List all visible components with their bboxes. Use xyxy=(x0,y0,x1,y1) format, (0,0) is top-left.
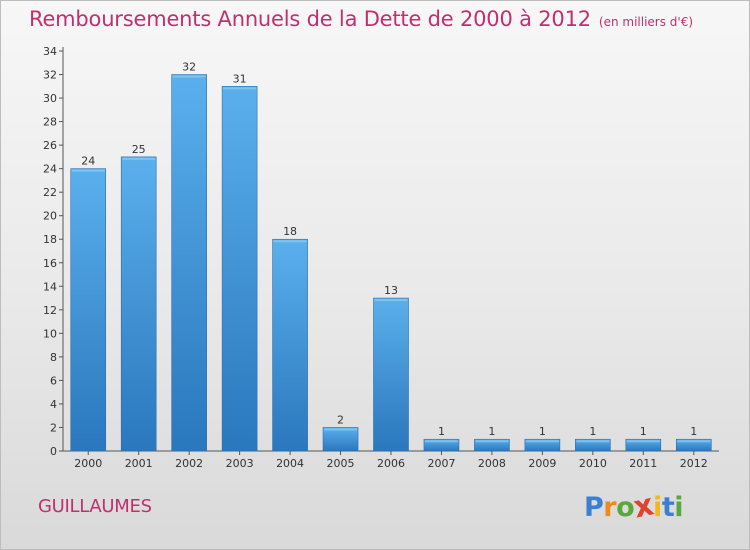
y-tick-label: 28 xyxy=(43,116,57,129)
data-label: 1 xyxy=(438,425,445,438)
logo-letter: o xyxy=(616,492,635,523)
bar-highlight xyxy=(172,75,206,78)
bar xyxy=(272,238,308,452)
y-tick-label: 24 xyxy=(43,163,57,176)
data-label: 31 xyxy=(233,72,247,85)
y-tick-label: 16 xyxy=(43,257,57,270)
data-label: 1 xyxy=(640,425,647,438)
y-tick-label: 20 xyxy=(43,210,57,223)
bar-highlight xyxy=(374,299,408,302)
bar-highlight xyxy=(122,157,156,160)
data-label: 18 xyxy=(283,225,297,238)
x-tick-label: 2000 xyxy=(74,457,102,470)
y-tick-label: 22 xyxy=(43,186,57,199)
bar-highlight xyxy=(626,440,660,443)
bar xyxy=(70,168,107,452)
logo-letter: i xyxy=(653,492,662,523)
bar xyxy=(221,85,258,452)
y-tick-label: 30 xyxy=(43,92,57,105)
chart-header: Remboursements Annuels de la Dette de 20… xyxy=(29,7,693,31)
y-tick-label: 32 xyxy=(43,69,57,82)
data-label: 13 xyxy=(384,284,398,297)
data-label: 1 xyxy=(539,425,546,438)
bar-highlight xyxy=(223,87,257,90)
logo-letter: r xyxy=(603,492,617,523)
data-label: 2 xyxy=(337,413,344,426)
logo-letter: P xyxy=(584,492,604,523)
data-label: 1 xyxy=(488,425,495,438)
logo-letter: t xyxy=(661,492,675,523)
y-tick-label: 8 xyxy=(50,351,57,364)
data-label: 1 xyxy=(589,425,596,438)
x-tick-label: 2004 xyxy=(276,457,304,470)
y-tick-label: 34 xyxy=(43,45,57,58)
proxiti-logo: Proxiti xyxy=(584,487,683,525)
bar-highlight xyxy=(273,240,307,243)
y-tick-label: 26 xyxy=(43,139,57,152)
y-tick-label: 4 xyxy=(50,398,57,411)
x-tick-label: 2002 xyxy=(175,457,203,470)
x-tick-label: 2008 xyxy=(478,457,506,470)
bar-highlight xyxy=(576,440,610,443)
chart-title: Remboursements Annuels de la Dette de 20… xyxy=(29,7,591,31)
bar xyxy=(171,74,207,452)
bar-highlight xyxy=(475,440,509,443)
logo-letter: i xyxy=(674,492,683,523)
x-tick-label: 2006 xyxy=(377,457,405,470)
x-tick-label: 2001 xyxy=(125,457,153,470)
y-tick-label: 12 xyxy=(43,304,57,317)
y-tick-label: 2 xyxy=(50,421,57,434)
x-tick-label: 2010 xyxy=(579,457,607,470)
bar xyxy=(373,297,409,452)
data-label: 1 xyxy=(690,425,697,438)
bar-highlight xyxy=(324,428,358,431)
y-tick-label: 10 xyxy=(43,327,57,340)
y-tick-label: 18 xyxy=(43,233,57,246)
x-tick-label: 2003 xyxy=(226,457,254,470)
y-tick-label: 6 xyxy=(50,374,57,387)
bar xyxy=(120,156,157,452)
y-tick-label: 0 xyxy=(50,445,57,458)
x-tick-label: 2011 xyxy=(629,457,657,470)
bar-highlight xyxy=(525,440,559,443)
data-label: 32 xyxy=(182,61,196,74)
x-tick-label: 2007 xyxy=(427,457,455,470)
data-label: 25 xyxy=(132,143,146,156)
x-tick-label: 2005 xyxy=(327,457,355,470)
y-tick-label: 14 xyxy=(43,280,57,293)
x-tick-label: 2009 xyxy=(528,457,556,470)
bar-highlight xyxy=(424,440,458,443)
chart-subtitle: (en milliers d'€) xyxy=(598,15,694,29)
commune-name: GUILLAUMES xyxy=(38,496,152,517)
bar-highlight xyxy=(677,440,711,443)
bar xyxy=(322,427,359,452)
bar-highlight xyxy=(71,169,105,172)
data-label: 24 xyxy=(81,155,95,168)
x-tick-label: 2012 xyxy=(680,457,708,470)
